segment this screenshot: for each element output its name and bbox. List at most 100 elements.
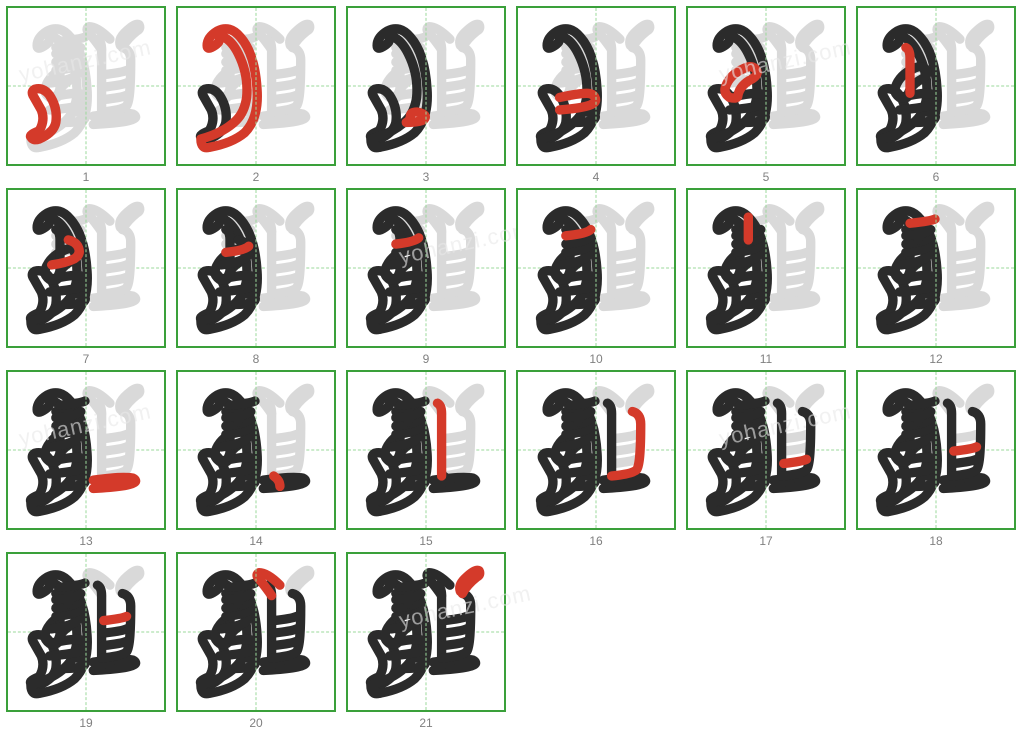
stroke-path: [614, 277, 637, 281]
glyph-svg: [178, 372, 334, 528]
stroke-path: [954, 95, 977, 99]
stroke-cell: [176, 188, 336, 348]
stroke-path: [784, 434, 807, 438]
stroke-path: [400, 401, 425, 405]
stroke-path: [444, 265, 467, 269]
stroke-path: [444, 447, 467, 451]
stroke-path: [406, 294, 425, 304]
stroke-path: [444, 616, 467, 620]
stroke-path: [274, 447, 297, 451]
stroke-path: [60, 583, 85, 587]
stroke-path: [597, 27, 620, 50]
stroke-path: [784, 83, 807, 87]
stroke-path: [60, 401, 85, 405]
stroke-number: 21: [346, 716, 506, 730]
stroke-path: [954, 447, 977, 451]
stroke-cell-wrap: 14: [176, 370, 336, 530]
stroke-path: [954, 83, 977, 87]
stroke-path: [614, 95, 637, 99]
stroke-path: [274, 459, 297, 463]
stroke-order-grid: yohanzi.com1234yohanzi.com5678yohanzi.co…: [0, 0, 1024, 712]
stroke-path: [630, 24, 650, 47]
stroke-path: [954, 434, 977, 438]
stroke-path: [274, 616, 297, 620]
stroke-path: [954, 70, 977, 74]
stroke-path: [444, 629, 467, 633]
stroke-path: [576, 476, 595, 486]
stroke-number: 17: [686, 534, 846, 548]
stroke-path: [444, 459, 467, 463]
stroke-path: [570, 401, 595, 405]
stroke-cell: yohanzi.com: [346, 188, 506, 348]
stroke-path: [104, 70, 127, 74]
stroke-path: [104, 252, 127, 256]
glyph-svg: [8, 8, 164, 164]
stroke-cell-wrap: yohanzi.com1: [6, 6, 166, 166]
stroke-path: [954, 277, 977, 281]
stroke-path: [104, 83, 127, 87]
stroke-path: [460, 24, 480, 47]
stroke-path: [916, 476, 935, 486]
stroke-path: [444, 70, 467, 74]
glyph-svg: [348, 554, 504, 710]
stroke-cell-wrap: yohanzi.com21: [346, 552, 506, 712]
stroke-cell: [516, 188, 676, 348]
stroke-path: [614, 70, 637, 74]
stroke-cell: [856, 370, 1016, 530]
stroke-path: [614, 265, 637, 269]
stroke-path: [427, 209, 450, 232]
stroke-path: [784, 459, 807, 463]
stroke-row: yohanzi.com13141516yohanzi.com1718: [0, 370, 1024, 530]
stroke-path: [87, 391, 110, 414]
stroke-path: [236, 658, 255, 668]
stroke-path: [800, 206, 820, 229]
stroke-path: [910, 401, 935, 405]
glyph-svg: [518, 372, 674, 528]
glyph-svg: [688, 8, 844, 164]
stroke-path: [597, 209, 620, 232]
glyph-svg: [8, 372, 164, 528]
stroke-path: [444, 641, 467, 645]
stroke-number: 3: [346, 170, 506, 184]
stroke-path: [444, 434, 467, 438]
stroke-path: [784, 277, 807, 281]
stroke-path: [784, 70, 807, 74]
stroke-number: 10: [516, 352, 676, 366]
stroke-path: [460, 388, 480, 411]
stroke-cell-wrap: 7: [6, 188, 166, 348]
stroke-path: [104, 641, 127, 645]
stroke-number: 4: [516, 170, 676, 184]
stroke-path: [460, 206, 480, 229]
stroke-number: 12: [856, 352, 1016, 366]
stroke-path: [406, 658, 425, 668]
stroke-path: [746, 112, 765, 122]
stroke-cell-wrap: 20: [176, 552, 336, 712]
stroke-cell: yohanzi.com: [6, 370, 166, 530]
glyph-svg: [348, 190, 504, 346]
stroke-cell-wrap: yohanzi.com13: [6, 370, 166, 530]
stroke-number: 1: [6, 170, 166, 184]
stroke-path: [274, 265, 297, 269]
glyph-svg: [688, 190, 844, 346]
stroke-path: [784, 95, 807, 99]
stroke-number: 19: [6, 716, 166, 730]
stroke-path: [916, 112, 935, 122]
stroke-path: [104, 434, 127, 438]
stroke-path: [916, 294, 935, 304]
stroke-path: [444, 83, 467, 87]
stroke-path: [800, 24, 820, 47]
stroke-path: [406, 112, 425, 122]
stroke-number: 2: [176, 170, 336, 184]
stroke-path: [274, 434, 297, 438]
stroke-cell: yohanzi.com: [346, 552, 506, 712]
stroke-cell: [856, 6, 1016, 166]
stroke-path: [970, 24, 990, 47]
stroke-path: [104, 95, 127, 99]
stroke-path: [274, 70, 297, 74]
stroke-path: [427, 27, 450, 50]
stroke-path: [437, 403, 441, 476]
stroke-path: [104, 265, 127, 269]
stroke-path: [614, 252, 637, 256]
stroke-path: [784, 252, 807, 256]
stroke-path: [607, 403, 611, 476]
